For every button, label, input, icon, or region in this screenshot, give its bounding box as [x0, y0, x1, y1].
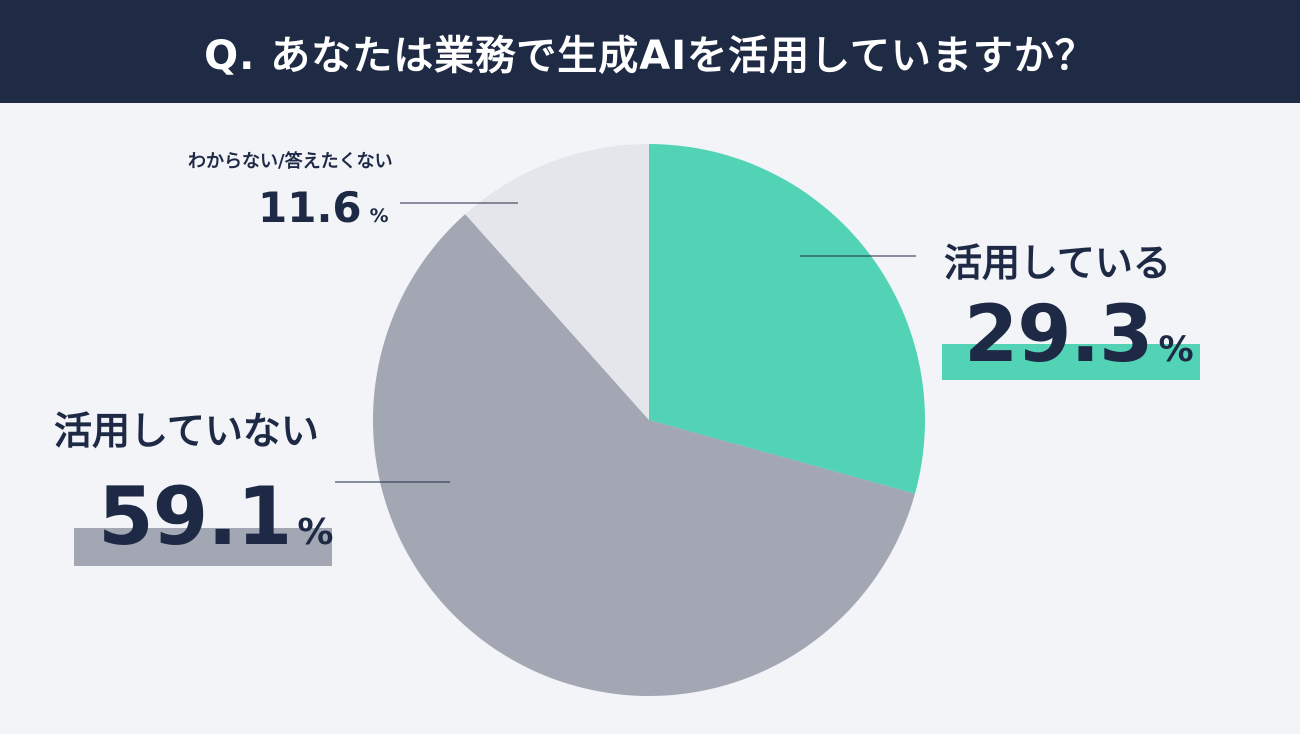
value-using: 29.3 [964, 290, 1153, 380]
label-not-using: 活用していない [54, 409, 319, 453]
unit-not-using: % [297, 512, 333, 553]
value-label-using: 29.3% [964, 290, 1194, 380]
slice-using [649, 144, 926, 494]
value-unknown: 11.6 [258, 183, 362, 232]
slice-unknown [465, 144, 649, 420]
label-using: 活用している [944, 241, 1171, 285]
label-unknown: わからない/答えたくない [188, 151, 393, 172]
header-bar: Q. あなたは業務で生成AIを活用していますか？ [0, 0, 1300, 103]
value-not-using: 59.1 [98, 470, 292, 563]
value-label-unknown: 11.6% [258, 183, 389, 232]
unit-unknown: % [369, 205, 389, 227]
highlight-using [942, 344, 1200, 380]
value-label-not-using: 59.1% [98, 470, 333, 563]
highlight-not-using [74, 528, 332, 566]
chart-title: Q. あなたは業務で生成AIを活用していますか？ [204, 32, 1096, 79]
slice-not-using [373, 214, 915, 696]
unit-using: % [1158, 329, 1193, 370]
